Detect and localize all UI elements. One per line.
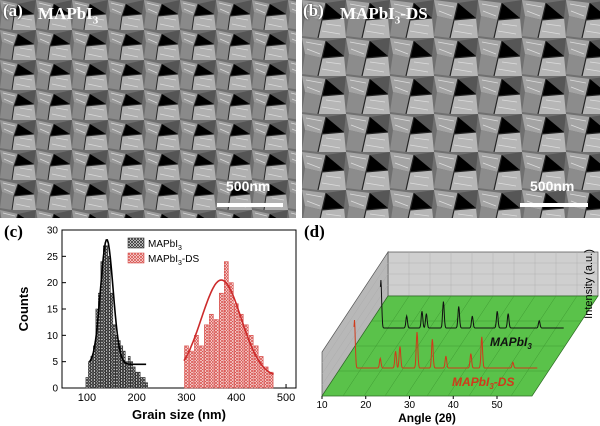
histogram-bar <box>219 292 224 389</box>
histogram-bar <box>108 256 111 389</box>
legend-label: MAPbI3 <box>148 239 182 252</box>
grain-size-histogram: 0 5 10 15 20 25 30 100 200 300 400 500 Grain size (n… <box>16 226 297 422</box>
xrd-3d-plot: Intensity (a.u.) 10 20 30 40 50 Angle (2θ) MAPb… <box>316 249 599 425</box>
y-tick-label: 30 <box>47 226 59 237</box>
scale-bar-b <box>520 203 588 207</box>
x-axis-label: Angle (2θ) <box>398 411 456 425</box>
sem-texture-a <box>0 0 296 218</box>
x-tick-label: 300 <box>177 392 195 404</box>
histogram-bar <box>258 356 264 389</box>
y-tick-label: 5 <box>52 357 58 368</box>
histogram-bar <box>117 340 121 389</box>
y-tick-label: 20 <box>47 278 59 289</box>
sem-image-mapbi3-ds: MAPbI3-DS 500nm <box>302 0 600 218</box>
histogram-bar <box>209 313 214 389</box>
histogram-bar <box>142 377 146 389</box>
histogram-bar <box>132 366 136 389</box>
histogram-bar <box>199 345 204 389</box>
histogram-bar <box>214 319 219 389</box>
panel-b-title: MAPbI3-DS <box>340 4 428 27</box>
x-tick-label: 10 <box>316 400 328 411</box>
x-axis-label: Grain size (nm) <box>132 407 226 422</box>
panel-c-letter: (c) <box>4 222 23 241</box>
legend-swatch <box>127 237 145 249</box>
histogram-bar <box>248 335 254 389</box>
series-label: MAPbI3-DS <box>452 375 514 391</box>
histogram-bar <box>115 335 119 389</box>
y-tick-label: 15 <box>47 305 59 316</box>
histogram-bar <box>263 366 269 389</box>
histogram-bar <box>90 356 94 389</box>
histogram-bar <box>98 292 101 389</box>
histogram-bar <box>137 371 141 389</box>
y-tick-label: 0 <box>52 384 58 395</box>
scale-label-a: 500nm <box>226 178 271 194</box>
histogram-bar <box>135 371 138 389</box>
y-tick-label: 10 <box>47 331 59 342</box>
panel-a-letter: (a) <box>3 1 23 20</box>
histogram-bar <box>88 361 91 389</box>
histogram-bar <box>127 356 131 389</box>
x-tick-label: 200 <box>128 392 146 404</box>
histogram-bar <box>184 345 189 389</box>
x-tick-label: 500 <box>277 392 295 404</box>
histogram-bar <box>233 303 239 389</box>
histogram-bar <box>224 261 229 389</box>
panel-d-letter: (d) <box>304 222 325 241</box>
series-label: MAPbI3 <box>490 335 532 351</box>
histogram-bar <box>140 377 143 389</box>
histogram-bar <box>268 371 274 389</box>
histogram-bar <box>194 335 199 389</box>
histogram-bar <box>120 345 124 389</box>
x-tick-label: 100 <box>78 392 96 404</box>
panel-a-title: MAPbI3 <box>38 4 99 27</box>
histogram-bar <box>122 350 126 389</box>
histogram-bar <box>228 282 234 389</box>
histogram-bar <box>238 313 244 389</box>
histogram-bar <box>103 245 106 389</box>
histogram-bar <box>189 350 194 389</box>
gaussian-fit-line <box>88 239 147 366</box>
x-tick-label: 40 <box>448 400 460 411</box>
xrd-pattern-line <box>379 279 564 329</box>
legend-swatch <box>127 252 145 264</box>
histogram-bar <box>243 324 249 389</box>
histogram-bar <box>253 345 259 389</box>
histogram-bar <box>112 324 116 389</box>
legend-label: MAPbI3-DS <box>148 254 199 267</box>
x-tick-label: 400 <box>227 392 245 404</box>
panel-b-letter: (b) <box>303 1 324 20</box>
histogram-bar <box>125 361 129 389</box>
histogram-bar <box>105 245 109 389</box>
sem-image-mapbi3: MAPbI3 500nm <box>0 0 296 218</box>
histogram-bar <box>145 382 148 389</box>
x-tick-label: 30 <box>404 400 416 411</box>
y-axis-label: Counts <box>16 287 31 332</box>
histogram-bar <box>100 261 104 389</box>
histogram-bar <box>204 324 209 389</box>
x-tick-label: 20 <box>360 400 372 411</box>
histogram-bar <box>95 308 99 389</box>
y-axis-label: Intensity (a.u.) <box>583 249 595 319</box>
scale-label-b: 500nm <box>530 178 575 194</box>
histogram-bar <box>130 361 133 389</box>
wall-grid-line <box>321 262 389 364</box>
gaussian-fit-line <box>183 279 274 376</box>
histogram-bar <box>110 292 114 389</box>
xrd-pattern-line <box>353 319 538 369</box>
scale-bar-a <box>217 203 283 207</box>
sem-texture-b <box>302 0 600 218</box>
y-tick-label: 25 <box>47 252 59 263</box>
histogram-bar <box>85 377 89 389</box>
x-tick-label: 50 <box>491 400 503 411</box>
